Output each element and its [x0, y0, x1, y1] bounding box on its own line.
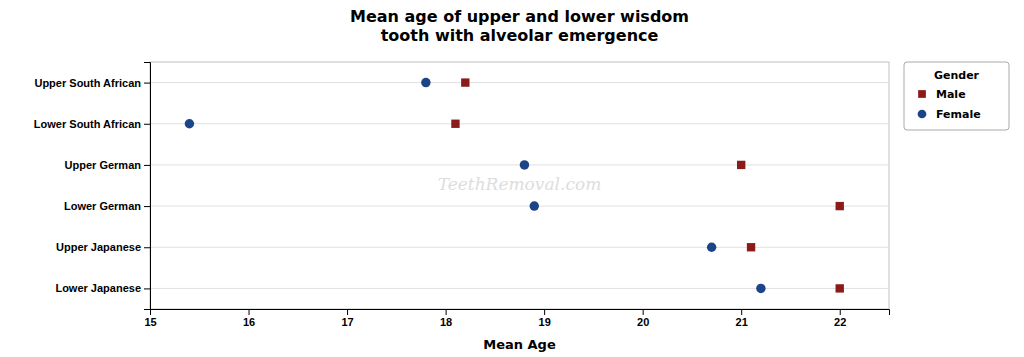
y-tick: Upper German [65, 159, 150, 171]
point [737, 161, 745, 169]
y-tick: Upper Japanese [56, 241, 150, 253]
y-tick-label: Upper German [65, 159, 142, 171]
x-tick-mark [741, 309, 742, 315]
x-axis-line [151, 310, 890, 316]
legend-frame [904, 62, 1009, 130]
chart-title-line: Mean age of upper and lower wisdom [350, 7, 689, 26]
x-tick-mark [249, 309, 250, 315]
y-tick-label: Lower South African [34, 118, 141, 130]
legend-marker [918, 90, 926, 98]
grid-line [150, 288, 889, 289]
x-tick-mark [643, 309, 644, 315]
x-tick-label: 15 [144, 316, 156, 328]
plot-area: TeethRemoval.com 15 16 17 18 19 20 21 22 Upper So… [34, 62, 890, 328]
x-axis-title: Mean Age [483, 337, 556, 352]
point [461, 78, 469, 86]
legend-label: Male [936, 88, 966, 101]
x-tick: 18 [440, 309, 452, 328]
point [520, 160, 529, 169]
y-tick-mark [144, 206, 150, 207]
x-tick-mark [446, 309, 447, 315]
y-tick: Lower Japanese [55, 282, 150, 294]
point [756, 284, 765, 293]
y-axis: Upper South African Lower South African Up… [34, 63, 151, 310]
legend-label: Female [936, 108, 981, 121]
grid-line [150, 206, 889, 207]
y-tick-mark [144, 288, 150, 289]
plot-frame [150, 62, 889, 309]
chart-svg: TeethRemoval.com 15 16 17 18 19 20 21 22 Upper So… [0, 0, 1024, 357]
chart-title: Mean age of upper and lower wisdomtooth … [350, 7, 689, 45]
x-tick-mark [347, 309, 348, 315]
x-tick: 20 [637, 309, 649, 328]
y-tick-label: Upper South African [34, 77, 141, 89]
x-tick: 22 [834, 309, 846, 328]
point [451, 120, 459, 128]
x-tick-label: 20 [637, 316, 649, 328]
x-tick-label: 19 [539, 316, 551, 328]
watermark: TeethRemoval.com [438, 174, 602, 194]
point [530, 201, 539, 210]
x-axis: 15 16 17 18 19 20 21 22 [144, 309, 889, 328]
point [421, 78, 430, 87]
legend: Gender Male Female [904, 62, 1009, 130]
grid-line [150, 82, 889, 83]
x-tick: 19 [539, 309, 551, 328]
x-tick: 15 [144, 309, 156, 328]
point [707, 243, 716, 252]
x-tick-label: 21 [736, 316, 748, 328]
legend-title: Gender [934, 69, 980, 82]
y-tick-mark [144, 247, 150, 248]
y-tick-mark [144, 165, 150, 166]
point [836, 202, 844, 210]
x-tick: 21 [736, 309, 748, 328]
grid [150, 83, 889, 289]
x-tick: 16 [243, 309, 255, 328]
y-axis-line [144, 63, 151, 310]
x-tick-mark [544, 309, 545, 315]
x-tick-label: 16 [243, 316, 255, 328]
x-tick-label: 22 [834, 316, 846, 328]
y-tick: Lower German [64, 200, 150, 212]
y-tick-label: Lower German [64, 200, 141, 212]
point [185, 119, 194, 128]
point [747, 243, 755, 251]
y-tick-label: Upper Japanese [56, 241, 141, 253]
chart-title-line: tooth with alveolar emergence [381, 26, 659, 45]
points [185, 78, 844, 293]
x-tick-mark [840, 309, 841, 315]
x-tick: 17 [341, 309, 353, 328]
x-tick-label: 17 [341, 316, 353, 328]
grid-line [150, 247, 889, 248]
grid-line [150, 123, 889, 124]
x-tick-label: 18 [440, 316, 452, 328]
grid-line [150, 164, 889, 165]
y-tick-mark [144, 83, 150, 84]
y-tick-label: Lower Japanese [55, 282, 141, 294]
y-tick-mark [144, 124, 150, 125]
y-tick: Lower South African [34, 118, 150, 130]
y-tick: Upper South African [34, 77, 150, 89]
legend-marker [918, 110, 927, 119]
point [836, 284, 844, 292]
